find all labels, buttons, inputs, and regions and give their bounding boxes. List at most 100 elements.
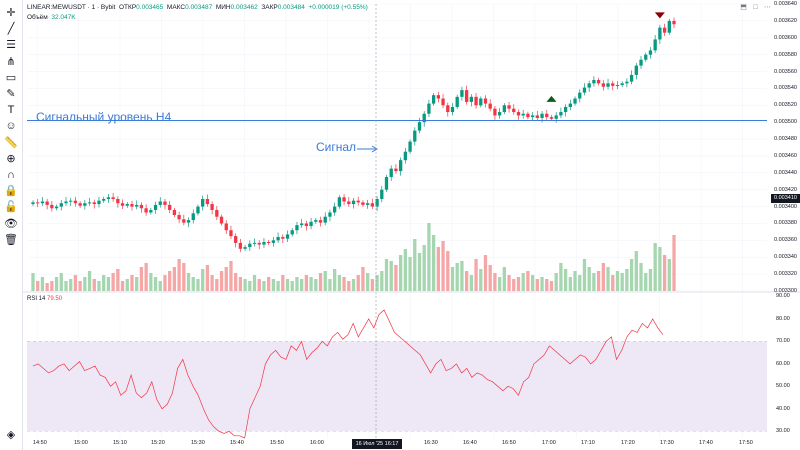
- trend-line-icon[interactable]: ╱: [7, 23, 15, 36]
- lock-icon[interactable]: 🔓: [4, 201, 18, 214]
- sell-marker-icon: [654, 12, 665, 19]
- volume-bar: [563, 269, 568, 291]
- candle: [224, 223, 228, 231]
- eye-icon[interactable]: 👁: [4, 217, 18, 230]
- volume-bar: [342, 277, 346, 291]
- candle: [215, 209, 219, 217]
- rectangle-icon[interactable]: ▭: [5, 71, 17, 84]
- volume-bar: [328, 279, 332, 291]
- zoom-in-icon[interactable]: ⊕: [6, 152, 16, 165]
- volume-bar: [370, 279, 375, 291]
- volume-bar: [549, 281, 554, 291]
- candle: [45, 201, 49, 205]
- pane-menu-icon[interactable]: ⋯: [764, 4, 771, 11]
- candle: [667, 20, 671, 33]
- volume-bar: [120, 281, 125, 291]
- volume-bar: [50, 281, 54, 291]
- ohlc-legend: LINEAR:MEWUSDT · 1 · Bybit ОТКР0.003465 …: [27, 4, 368, 11]
- brush-icon[interactable]: ✎: [6, 88, 16, 100]
- lock-draw-icon[interactable]: 🔒: [4, 185, 18, 198]
- candle: [238, 242, 243, 249]
- volume-bar: [252, 275, 257, 291]
- volume-bar: [59, 273, 63, 291]
- candle: [620, 83, 624, 86]
- volume-bar: [92, 279, 96, 291]
- candle: [342, 197, 346, 202]
- signal-label[interactable]: Сигнал: [316, 140, 357, 154]
- volume-bar: [285, 279, 290, 291]
- volume-bar: [573, 271, 577, 291]
- candle: [639, 59, 643, 66]
- rsi-line: [32, 309, 664, 439]
- candle: [464, 90, 469, 102]
- price-tick-label: 0.003540: [774, 85, 797, 92]
- volume-bar: [304, 275, 309, 291]
- volume-bar: [106, 277, 111, 291]
- ruler-icon[interactable]: 📏: [4, 136, 18, 149]
- emoji-icon[interactable]: ☺: [5, 120, 17, 133]
- candle: [573, 98, 577, 104]
- maximize-pane-icon[interactable]: □: [753, 4, 758, 11]
- volume-bar: [309, 277, 313, 291]
- magnet-icon[interactable]: ∩: [7, 169, 15, 181]
- volume-bar: [417, 253, 422, 291]
- candle: [120, 203, 125, 206]
- volume-bar: [389, 261, 393, 291]
- candle: [153, 204, 158, 210]
- volume-bar: [97, 281, 101, 291]
- time-tick-label: 15:30: [191, 440, 205, 446]
- candle: [662, 27, 667, 33]
- volume-bar: [455, 263, 459, 291]
- candle: [530, 115, 535, 118]
- volume-bar: [554, 273, 558, 291]
- volume-bar: [163, 275, 167, 291]
- volume-bar: [102, 275, 106, 291]
- trash-icon[interactable]: 🗑: [4, 233, 18, 246]
- candle: [111, 197, 115, 199]
- fork-icon[interactable]: ⋔: [6, 55, 16, 68]
- volume-bar: [488, 265, 492, 291]
- volume-bar: [545, 279, 549, 291]
- signal-arrow: [357, 145, 378, 153]
- candle: [375, 198, 379, 207]
- candle: [521, 113, 525, 116]
- text-icon[interactable]: T: [7, 104, 15, 117]
- volume-bar: [384, 259, 389, 291]
- candle: [271, 240, 276, 243]
- volume-bar: [446, 251, 450, 291]
- signal-level-label[interactable]: Сигнальный уровень H4: [36, 110, 172, 124]
- rsi-legend[interactable]: RSI 14 79.50: [27, 296, 62, 302]
- volume-bar: [479, 269, 483, 291]
- rsi-band: [27, 341, 767, 432]
- layers-icon[interactable]: ◈: [6, 429, 16, 441]
- price-tick-label: 0.003440: [774, 169, 797, 176]
- time-tick-label: 15:00: [74, 440, 88, 446]
- volume-bar: [135, 277, 139, 291]
- candle: [97, 200, 101, 205]
- symbol-title[interactable]: LINEAR:MEWUSDT · 1 · Bybit: [27, 4, 116, 11]
- candle: [285, 234, 290, 239]
- candle: [205, 198, 210, 205]
- time-tick-label: 15:20: [151, 440, 165, 446]
- horizontal-lines-icon[interactable]: ☰: [6, 39, 16, 52]
- candle: [366, 203, 370, 205]
- candle: [210, 204, 214, 210]
- time-tick-label: 17:30: [660, 440, 674, 446]
- minimize-pane-icon[interactable]: ⬒: [740, 4, 747, 11]
- volume-bar: [196, 279, 200, 291]
- candle: [139, 204, 144, 209]
- volume-bar: [483, 255, 488, 291]
- volume-bar: [587, 267, 591, 291]
- volume-bar: [361, 267, 365, 291]
- volume-bar: [403, 249, 408, 291]
- candle: [267, 242, 271, 244]
- volume-bar: [168, 271, 172, 291]
- volume-bar: [625, 269, 629, 291]
- candle: [441, 98, 445, 106]
- candle: [116, 198, 120, 204]
- high-value: 0.003487: [185, 4, 213, 11]
- volume-bar: [667, 259, 671, 291]
- candle: [526, 113, 530, 118]
- crosshair-icon[interactable]: ✛: [6, 7, 16, 19]
